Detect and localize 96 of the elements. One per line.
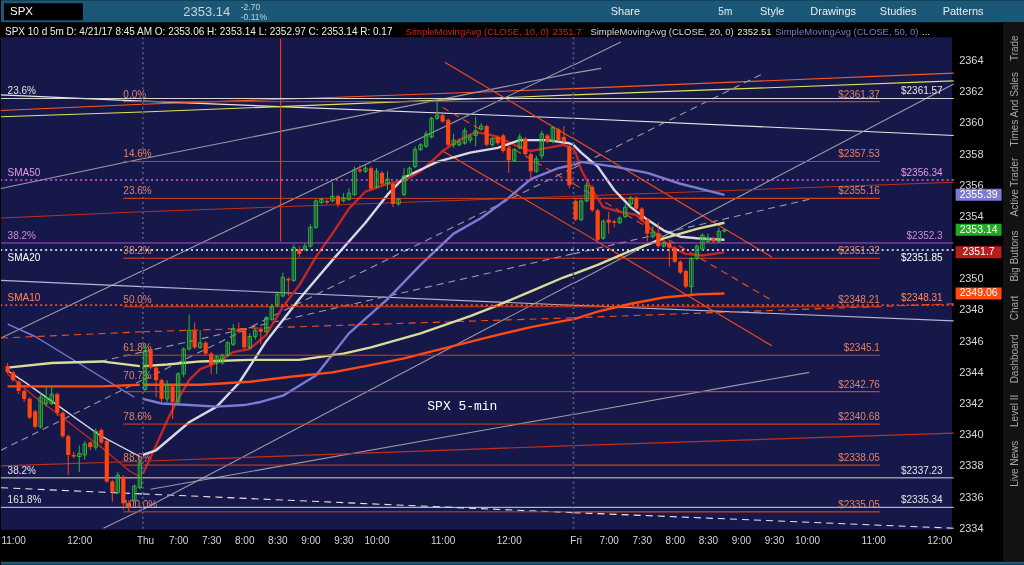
y-tick-label: 2364 xyxy=(959,54,984,67)
x-tick-label: 8:30 xyxy=(698,535,719,547)
annotation: SMA10 xyxy=(7,292,41,304)
y-tick-label: 2348 xyxy=(959,303,984,316)
text: SPX 10 d 5m D: 4/21/17 8:45 AM O: 2353.06 H: 2353.14 L: 2352.97 C: 2353.14 R: 0.17 xyxy=(5,25,393,37)
x-tick-label: 9:00 xyxy=(301,535,322,547)
y-tick-label: 2334 xyxy=(959,521,984,534)
x-tick-label: 10:00 xyxy=(795,535,821,547)
text: 2355.39 xyxy=(959,188,998,200)
y-tick-label: 2346 xyxy=(959,334,984,347)
text: -2.70 xyxy=(240,2,261,13)
text: SimpleMovingAvg (CLOSE, 50, 0) xyxy=(775,25,919,37)
text: 2349.06 xyxy=(959,287,998,299)
y-tick-label: 2358 xyxy=(959,147,984,160)
y-tick-label: 2336 xyxy=(959,490,984,503)
x-tick-label: 12:00 xyxy=(927,535,953,547)
text: Live News xyxy=(1008,440,1020,487)
x-tick-label: 7:00 xyxy=(168,535,189,547)
text: 2353.14 xyxy=(183,4,231,20)
x-tick-label: 11:00 xyxy=(861,535,887,547)
text: Drawings xyxy=(810,5,857,18)
text: SimpleMovingAvg (CLOSE, 20, 0) xyxy=(590,25,734,37)
annotation: SMA20 xyxy=(7,251,41,263)
annotation: $2352.3 xyxy=(906,229,944,241)
annotation: $2361.57 xyxy=(900,85,944,97)
text: 5m xyxy=(718,6,733,18)
text: Dashboard xyxy=(1008,334,1020,384)
text: SimpleMovingAvg (CLOSE, 10, 0) xyxy=(405,25,549,37)
annotation: SPX 5-min xyxy=(427,398,498,414)
annotation: $2342.76 xyxy=(838,378,881,390)
annotation: 0.0% xyxy=(123,88,147,100)
x-tick-label: Thu xyxy=(136,535,155,547)
text: ... xyxy=(922,25,931,37)
annotation: $2345.1 xyxy=(843,342,881,354)
x-tick-label: 12:00 xyxy=(496,535,523,547)
y-tick-label: 2350 xyxy=(959,272,984,285)
annotation: $2355.16 xyxy=(838,185,881,197)
annotation: 38.2% xyxy=(123,245,152,257)
text: 2353.14 xyxy=(959,223,998,235)
x-tick-label: 8:00 xyxy=(665,535,686,547)
text: Times And Sales xyxy=(1008,71,1020,147)
annotation: $2337.23 xyxy=(900,464,944,476)
text: Big Buttons xyxy=(1008,230,1020,282)
annotation: $2335.34 xyxy=(900,494,944,506)
annotation: 161.8% xyxy=(7,494,42,506)
x-tick-label: 7:00 xyxy=(599,535,620,547)
annotation: SMA50 xyxy=(7,167,41,179)
annotation: 23.6% xyxy=(123,185,152,197)
annotation: 78.6% xyxy=(123,411,152,423)
x-tick-label: 12:00 xyxy=(67,535,93,547)
x-tick-label: 9:30 xyxy=(764,535,785,547)
text: Chart xyxy=(1008,295,1020,321)
x-tick-label: 9:00 xyxy=(731,535,752,547)
x-tick-label: 7:30 xyxy=(201,535,222,547)
y-tick-label: 2338 xyxy=(959,459,984,472)
annotation: 50.0% xyxy=(123,293,152,305)
annotation: $2351.85 xyxy=(900,251,944,263)
text: Studies xyxy=(879,5,917,18)
x-tick-label: 8:00 xyxy=(235,535,255,547)
annotation: $2348.21 xyxy=(838,293,881,305)
annotation: $2356.34 xyxy=(900,167,944,179)
text: 2352.51 xyxy=(737,25,772,37)
annotation: 38.2% xyxy=(7,464,37,476)
annotation: 14.6% xyxy=(123,148,152,160)
text: 2351.7 xyxy=(962,246,995,258)
x-tick-label: 7:30 xyxy=(632,535,653,547)
text: Level II xyxy=(1008,394,1020,427)
annotation: $2348.31 xyxy=(900,292,944,304)
text: -0.11% xyxy=(240,11,268,22)
y-tick-label: 2340 xyxy=(959,428,984,441)
y-tick-label: 2354 xyxy=(959,209,984,222)
annotation: $2340.68 xyxy=(838,411,881,423)
x-tick-label: 11:00 xyxy=(430,535,456,547)
x-tick-label: 9:30 xyxy=(334,535,355,547)
x-tick-label: 11:00 xyxy=(1,535,27,547)
x-tick-label: 8:30 xyxy=(268,535,288,547)
text: Active Trader xyxy=(1008,157,1020,217)
y-tick-label: 2356 xyxy=(959,178,984,191)
annotation: $2361.37 xyxy=(838,88,881,100)
x-tick-label: Fri xyxy=(570,535,582,547)
y-tick-label: 2362 xyxy=(959,85,984,98)
text: Style xyxy=(760,5,785,18)
x-tick-label: 10:00 xyxy=(364,535,390,547)
text: Trade xyxy=(1008,34,1020,62)
annotation: $2351.32 xyxy=(838,245,881,257)
text: Share xyxy=(610,5,641,18)
text: 2351.7 xyxy=(552,25,582,37)
chart-title: SPX xyxy=(9,4,34,17)
annotation: $2338.05 xyxy=(838,452,881,464)
text: Patterns xyxy=(942,5,984,18)
y-tick-label: 2360 xyxy=(959,116,984,129)
annotation: 23.6% xyxy=(7,85,37,97)
annotation: $2357.53 xyxy=(838,148,881,160)
annotation: 38.2% xyxy=(7,229,37,241)
y-tick-label: 2342 xyxy=(959,397,984,410)
y-tick-label: 2344 xyxy=(959,365,984,378)
